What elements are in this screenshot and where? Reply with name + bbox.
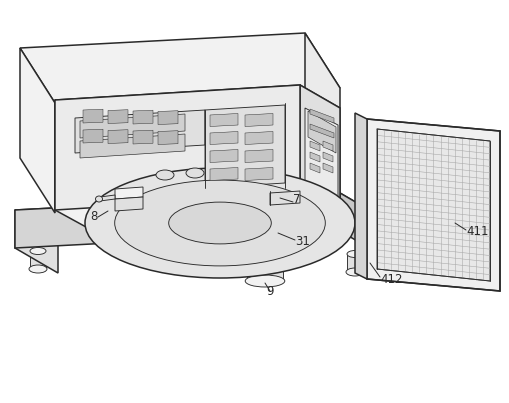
Polygon shape [158,131,178,145]
Polygon shape [366,119,499,291]
Polygon shape [304,108,337,218]
Ellipse shape [29,265,47,273]
Polygon shape [83,109,103,123]
Polygon shape [55,85,299,210]
Text: 411: 411 [465,225,488,238]
Ellipse shape [246,246,282,256]
Polygon shape [354,113,366,279]
Polygon shape [309,152,319,162]
Ellipse shape [95,196,102,202]
Polygon shape [304,33,340,198]
Polygon shape [309,141,319,151]
Polygon shape [309,163,319,173]
Polygon shape [75,110,205,153]
Text: 9: 9 [266,285,273,298]
Polygon shape [246,250,282,280]
Polygon shape [244,150,272,162]
Polygon shape [244,114,272,127]
Polygon shape [15,193,340,248]
Polygon shape [20,33,340,103]
Ellipse shape [346,251,362,258]
Polygon shape [108,130,128,143]
Text: 31: 31 [294,235,309,248]
Polygon shape [346,253,362,271]
Polygon shape [210,114,238,127]
Polygon shape [15,210,58,273]
Polygon shape [210,150,238,162]
Polygon shape [20,48,55,213]
Polygon shape [322,152,332,162]
Polygon shape [100,195,115,201]
Ellipse shape [168,202,271,244]
Polygon shape [55,100,97,233]
Polygon shape [307,111,335,153]
Polygon shape [309,109,333,123]
Ellipse shape [156,170,174,180]
Polygon shape [80,134,185,158]
Text: 8: 8 [90,210,97,223]
Text: 412: 412 [379,273,402,286]
Polygon shape [210,131,238,145]
Ellipse shape [186,168,204,178]
Polygon shape [108,110,128,123]
Ellipse shape [30,247,46,255]
Polygon shape [83,129,103,143]
Ellipse shape [115,180,325,266]
Polygon shape [244,131,272,145]
Polygon shape [299,85,340,218]
Polygon shape [158,111,178,125]
Polygon shape [376,129,489,281]
Text: 7: 7 [293,193,300,206]
Polygon shape [80,114,185,138]
Polygon shape [205,105,285,188]
Polygon shape [115,187,143,199]
Polygon shape [340,193,382,256]
Polygon shape [244,168,272,181]
Polygon shape [309,124,333,138]
Polygon shape [133,110,153,124]
Polygon shape [55,85,340,123]
Polygon shape [133,130,153,144]
Polygon shape [15,193,382,235]
Polygon shape [210,168,238,181]
Polygon shape [269,191,299,205]
Polygon shape [322,141,332,151]
Ellipse shape [85,168,354,278]
Polygon shape [30,250,46,268]
Polygon shape [322,163,332,173]
Polygon shape [115,197,143,211]
Ellipse shape [345,268,363,276]
Ellipse shape [245,275,284,287]
